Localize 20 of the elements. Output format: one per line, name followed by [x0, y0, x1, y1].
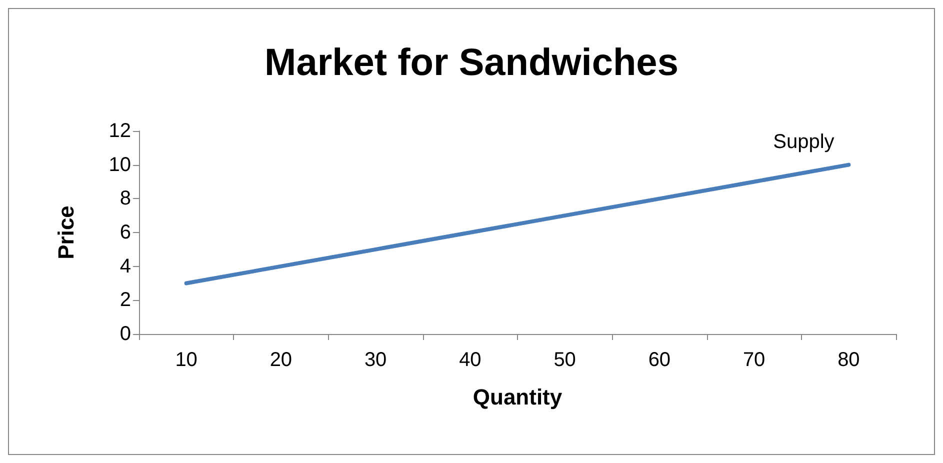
- x-tick-label: 60: [648, 349, 671, 371]
- x-tick-label: 20: [270, 349, 292, 371]
- y-tick-label: 6: [120, 222, 131, 244]
- x-tick-label: 80: [838, 349, 860, 371]
- x-tick-label: 40: [459, 349, 482, 371]
- y-tick-label: 12: [108, 120, 131, 142]
- x-tick-label: 50: [554, 349, 576, 371]
- x-axis-title: Quantity: [472, 384, 563, 410]
- chart-title: Market for Sandwiches: [264, 42, 678, 84]
- y-tick-label: 8: [120, 188, 131, 210]
- y-tick-label: 2: [120, 289, 131, 312]
- y-tick-label: 4: [120, 255, 131, 278]
- x-tick-label: 30: [364, 349, 387, 371]
- y-axis-title: Price: [54, 206, 78, 260]
- series-label: Supply: [773, 130, 834, 153]
- line-series: [184, 162, 851, 286]
- x-tick-label: 70: [742, 349, 766, 371]
- x-tick-label: 10: [175, 349, 198, 371]
- y-tick-label: 0: [120, 323, 131, 345]
- y-tick-label: 10: [108, 154, 131, 176]
